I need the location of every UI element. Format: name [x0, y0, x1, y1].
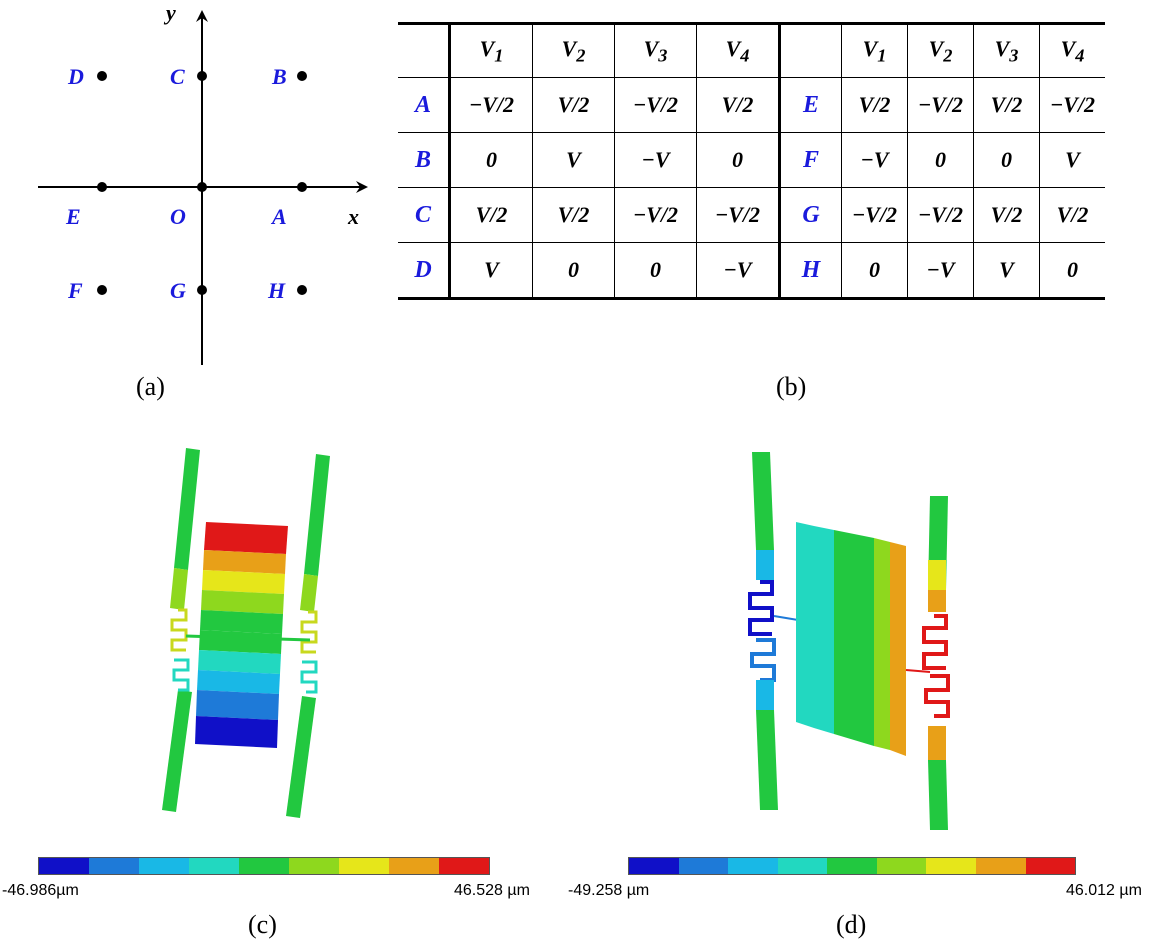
colorbar-d: [628, 857, 1076, 875]
point-a-dot: [297, 182, 307, 192]
cell-g-v2: −V/2: [907, 187, 974, 243]
point-label-f: F: [68, 278, 83, 303]
right-lower-beam: [286, 696, 316, 818]
cell-e-v3: V/2: [973, 77, 1040, 133]
cell-c-v1: V/2: [448, 187, 533, 243]
header-v1-left: V1: [448, 22, 533, 78]
cell-f-v1: −V: [841, 132, 908, 188]
header-v4-left: V4: [696, 22, 780, 78]
row-label-e: E: [778, 77, 842, 133]
cell-c-v4: −V/2: [696, 187, 780, 243]
cell-f-v3: 0: [973, 132, 1040, 188]
left-upper-beam-d: [752, 452, 774, 550]
colorbar-d-max-label: 46.012 µm: [1066, 882, 1142, 899]
header-v3-left: V3: [614, 22, 697, 78]
header-v1-right: V1: [841, 22, 908, 78]
colorbar-c-min-label: -46.986µm: [2, 882, 79, 899]
proof-mass-c: [195, 522, 288, 748]
coordinate-axes: [38, 10, 368, 365]
left-lower-beam: [162, 690, 192, 812]
row-label-d: D: [398, 242, 450, 300]
cell-e-v1: V/2: [841, 77, 908, 133]
table-row: D V 0 0 −V H 0 −V V 0: [398, 242, 1105, 300]
point-label-e: E: [66, 204, 81, 229]
point-b-dot: [297, 71, 307, 81]
right-lower-beam-d: [928, 760, 948, 830]
cell-a-v3: −V/2: [614, 77, 697, 133]
table-row: C V/2 V/2 −V/2 −V/2 G −V/2 −V/2 V/2 V/2: [398, 187, 1105, 243]
header-v3-right: V3: [973, 22, 1040, 78]
row-label-b: B: [398, 132, 450, 188]
left-lower-beam-d: [756, 710, 778, 810]
cell-b-v3: −V: [614, 132, 697, 188]
table-row: B 0 V −V 0 F −V 0 0 V: [398, 132, 1105, 188]
voltage-table: V1 V2 V3 V4 V1 V2 V3 V4 A −V/2 V/2 −V/2 …: [398, 22, 1105, 300]
cell-c-v3: −V/2: [614, 187, 697, 243]
point-label-g: G: [170, 278, 186, 303]
right-upper-beam: [304, 454, 330, 576]
colorbar-d-min-label: -49.258 µm: [568, 882, 650, 899]
fem-mode-shape-d: [748, 452, 950, 830]
point-label-d: D: [68, 64, 84, 89]
point-g-dot: [197, 285, 207, 295]
point-f-dot: [97, 285, 107, 295]
cell-g-v1: −V/2: [841, 187, 908, 243]
cell-h-v4: 0: [1039, 242, 1105, 300]
point-d-dot: [97, 71, 107, 81]
caption-a: (a): [136, 372, 165, 401]
table-row: A −V/2 V/2 −V/2 V/2 E V/2 −V/2 V/2 −V/2: [398, 77, 1105, 133]
y-axis-label: y: [166, 0, 176, 25]
cell-h-v3: V: [973, 242, 1040, 300]
cell-b-v1: 0: [448, 132, 533, 188]
cell-b-v4: 0: [696, 132, 780, 188]
caption-d: (d): [836, 910, 867, 939]
point-h-dot: [297, 285, 307, 295]
caption-c: (c): [248, 910, 277, 939]
row-label-h: H: [778, 242, 842, 300]
cell-d-v1: V: [448, 242, 533, 300]
row-label-a: A: [398, 77, 450, 133]
point-e-dot: [97, 182, 107, 192]
cell-d-v3: 0: [614, 242, 697, 300]
cell-g-v4: V/2: [1039, 187, 1105, 243]
cell-c-v2: V/2: [532, 187, 615, 243]
cell-a-v1: −V/2: [448, 77, 533, 133]
header-v4-right: V4: [1039, 22, 1105, 78]
cell-h-v1: 0: [841, 242, 908, 300]
point-c-dot: [197, 71, 207, 81]
cell-f-v4: V: [1039, 132, 1105, 188]
row-label-c: C: [398, 187, 450, 243]
header-corner-left: [398, 22, 450, 78]
x-axis-label: x: [348, 204, 359, 229]
cell-e-v2: −V/2: [907, 77, 974, 133]
point-label-o: O: [170, 204, 186, 229]
proof-mass-d: [796, 522, 906, 756]
fem-mode-shape-c: [162, 448, 330, 818]
row-label-g: G: [778, 187, 842, 243]
colorbar-c: [38, 857, 490, 875]
point-o-dot: [197, 182, 207, 192]
table-header-row: V1 V2 V3 V4 V1 V2 V3 V4: [398, 22, 1105, 78]
caption-b: (b): [776, 372, 807, 401]
cell-a-v2: V/2: [532, 77, 615, 133]
cell-e-v4: −V/2: [1039, 77, 1105, 133]
cell-g-v3: V/2: [973, 187, 1040, 243]
header-v2-left: V2: [532, 22, 615, 78]
cell-b-v2: V: [532, 132, 615, 188]
cell-f-v2: 0: [907, 132, 974, 188]
point-label-b: B: [272, 64, 287, 89]
header-corner-right: [778, 22, 842, 78]
colorbar-c-max-label: 46.528 µm: [454, 882, 530, 899]
cell-d-v2: 0: [532, 242, 615, 300]
row-label-f: F: [778, 132, 842, 188]
header-v2-right: V2: [907, 22, 974, 78]
point-label-c: C: [170, 64, 185, 89]
point-label-h: H: [268, 278, 286, 303]
left-upper-beam: [174, 448, 200, 570]
cell-a-v4: V/2: [696, 77, 780, 133]
cell-h-v2: −V: [907, 242, 974, 300]
point-label-a: A: [272, 204, 287, 229]
cell-d-v4: −V: [696, 242, 780, 300]
